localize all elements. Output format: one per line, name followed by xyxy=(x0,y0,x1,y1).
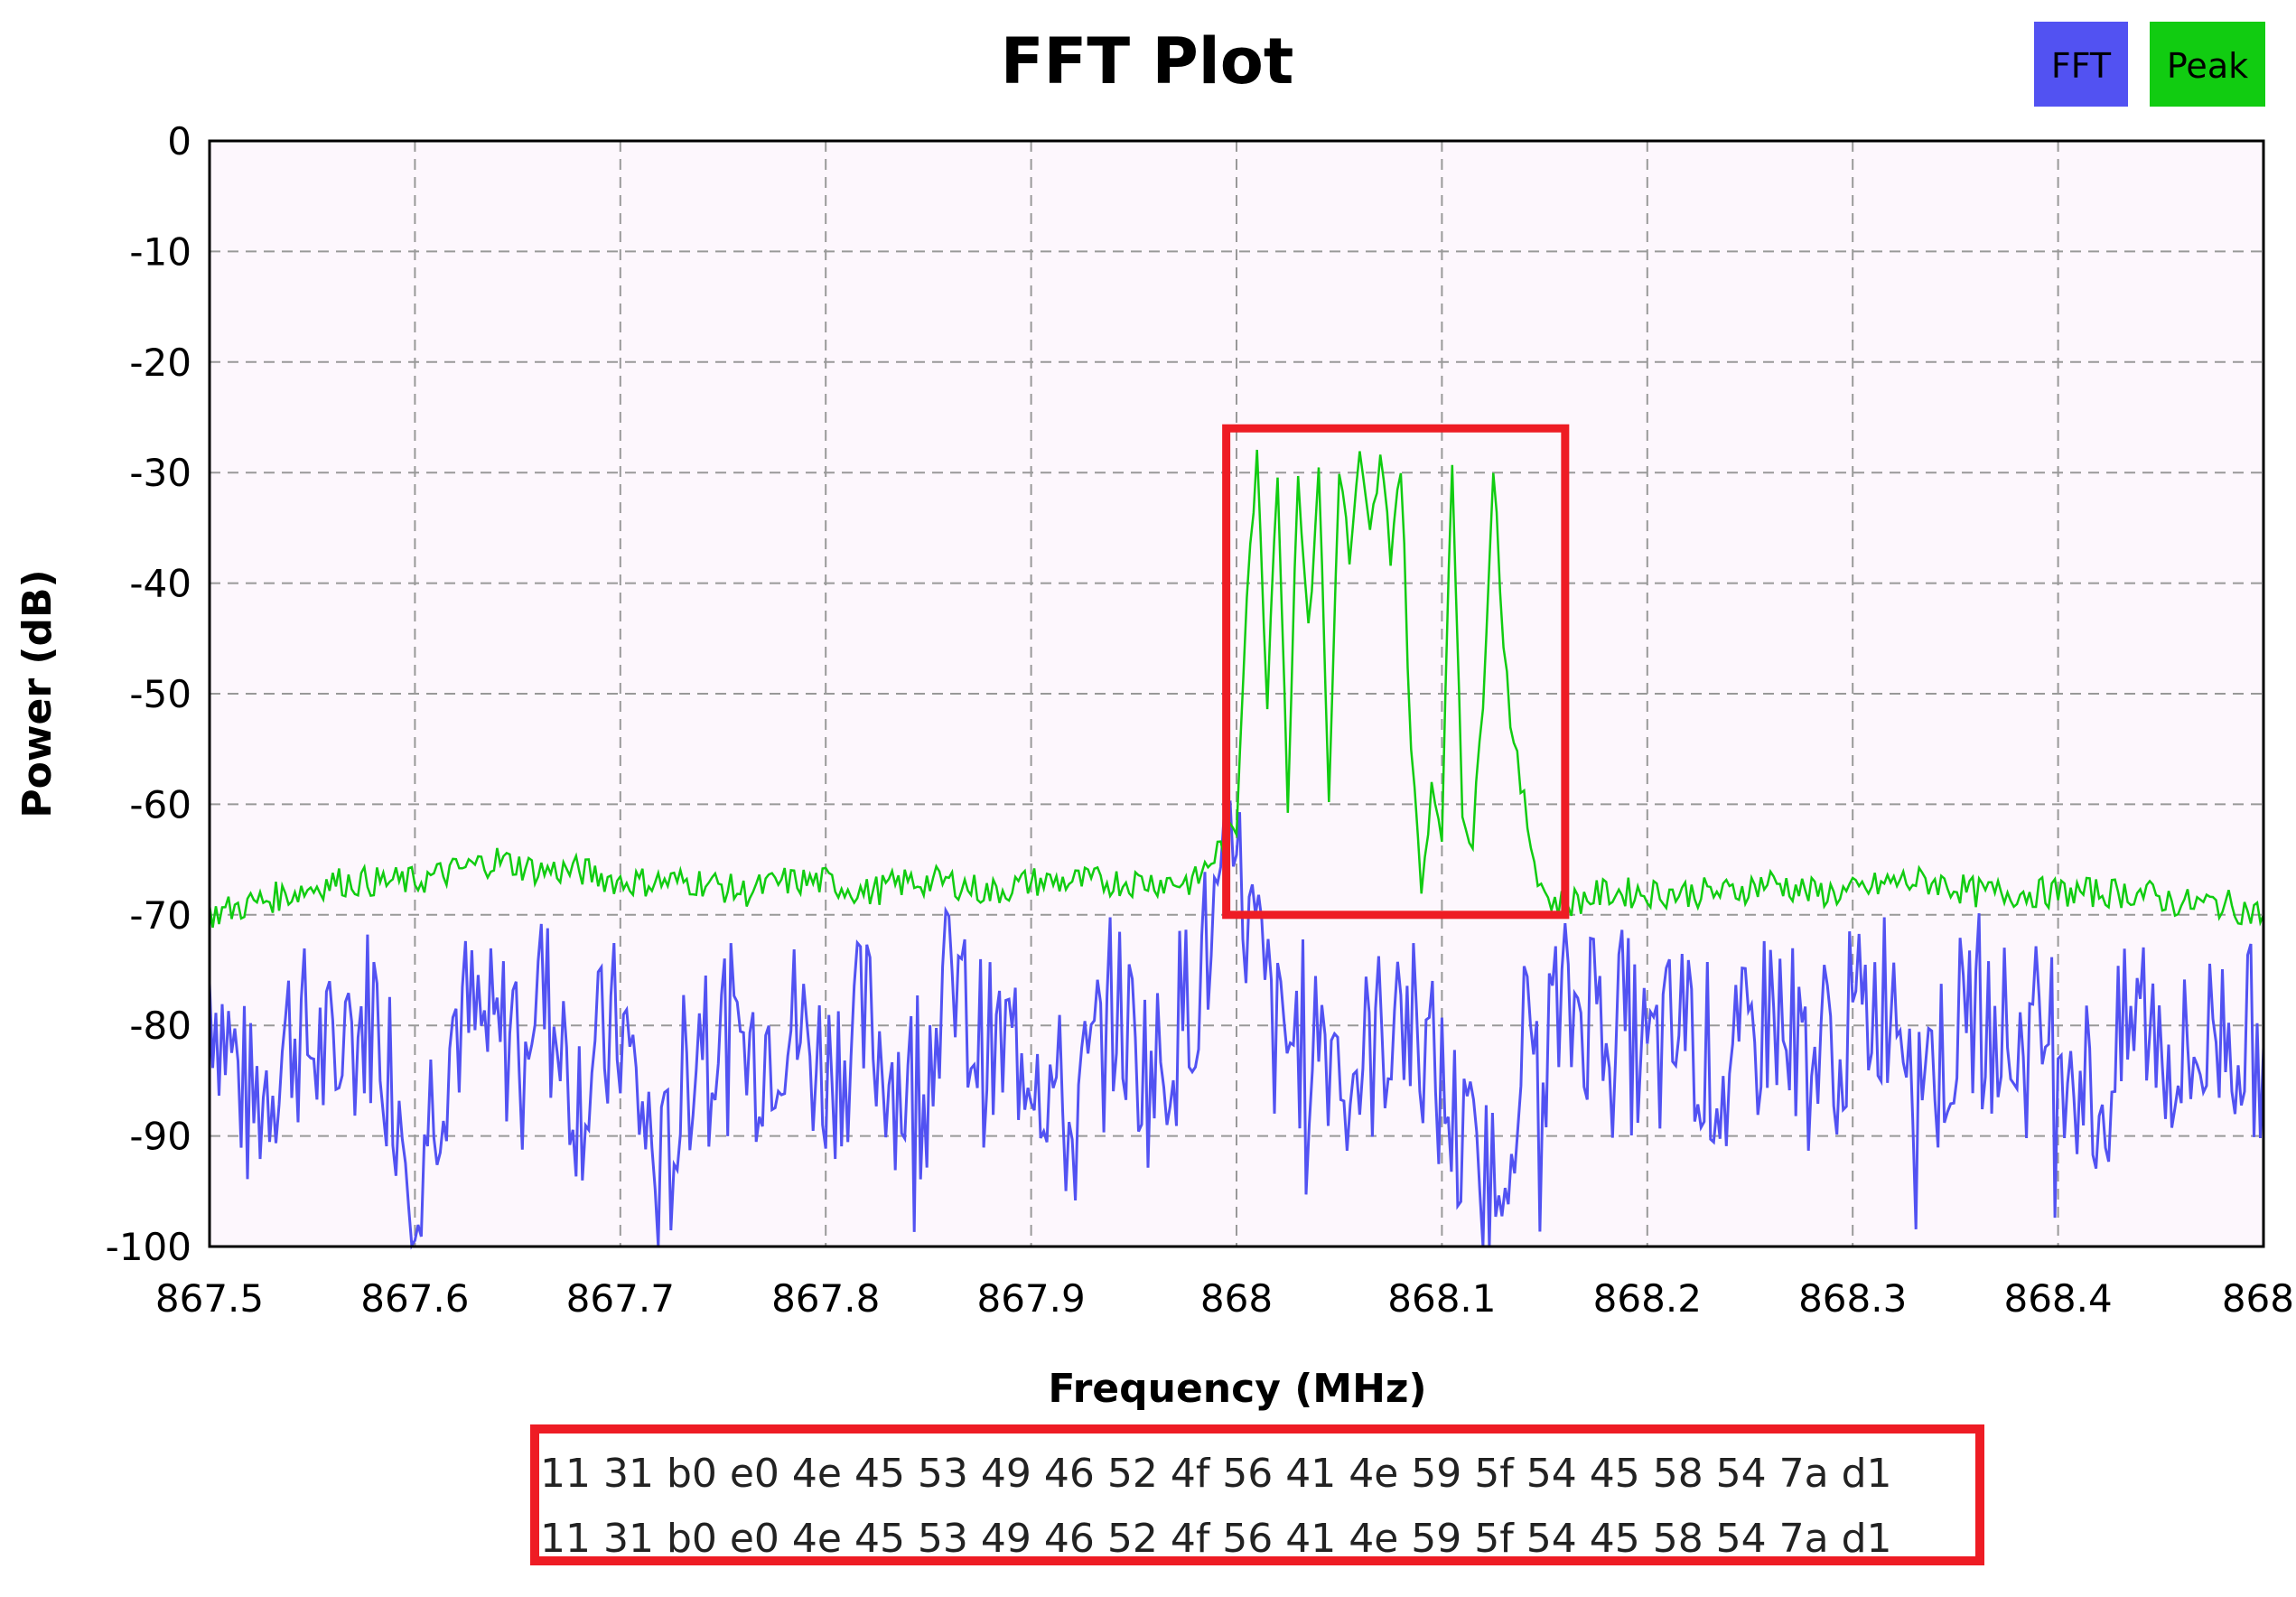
x-tick-label: 868 xyxy=(1200,1276,1273,1321)
x-tick-label: 868.1 xyxy=(1387,1276,1496,1321)
hex-line-2: 11 31 b0 e0 4e 45 53 49 46 52 4f 56 41 4… xyxy=(540,1516,1892,1562)
series-line-fft xyxy=(208,800,2265,1250)
x-tick-label: 867.8 xyxy=(771,1276,880,1321)
y-tick-label: -100 xyxy=(106,1225,191,1269)
y-tick-label: -30 xyxy=(129,451,191,495)
x-axis-label: Frequency (MHz) xyxy=(1048,1366,1426,1412)
legend-swatch-fft xyxy=(2034,22,2128,107)
y-tick-label: -70 xyxy=(129,893,191,938)
x-tick-label: 868.4 xyxy=(2003,1276,2112,1321)
x-tick-label: 867.5 xyxy=(155,1276,264,1321)
highlight-box xyxy=(1222,424,1570,920)
y-axis-label: Power (dB) xyxy=(14,569,61,817)
x-tick-label: 868.3 xyxy=(1798,1276,1907,1321)
y-tick-label: -20 xyxy=(129,341,191,385)
y-tick-label: -90 xyxy=(129,1115,191,1159)
y-tick-label: -10 xyxy=(129,229,191,274)
x-tick-label: 867.9 xyxy=(976,1276,1085,1321)
x-tick-label: 868.2 xyxy=(1593,1276,1702,1321)
y-tick-label: -60 xyxy=(129,782,191,827)
y-tick-labels: 0 -10 -20 -30 -40 -50 -60 -70 -80 -90 -100 xyxy=(106,119,191,1269)
plot-frame xyxy=(208,139,2265,1248)
legend-label-fft: FFT xyxy=(2051,46,2112,86)
chart-title: FFT Plot xyxy=(1001,24,1294,98)
legend-swatch-peak xyxy=(2150,22,2265,107)
hex-decode-box xyxy=(530,1424,1984,1565)
hex-decode-panel: 11 31 b0 e0 4e 45 53 49 46 52 4f 56 41 4… xyxy=(530,1424,1984,1565)
y-tick-label: 0 xyxy=(167,119,191,163)
legend-label-peak: Peak xyxy=(2167,46,2248,86)
grid-lines xyxy=(210,141,2263,1247)
hex-line-1: 11 31 b0 e0 4e 45 53 49 46 52 4f 56 41 4… xyxy=(540,1451,1892,1497)
x-tick-label: 867.6 xyxy=(360,1276,469,1321)
y-tick-label: -80 xyxy=(129,1004,191,1048)
legend: FFT Peak xyxy=(2034,22,2265,107)
x-tick-label: 867.7 xyxy=(566,1276,675,1321)
y-tick-label: -50 xyxy=(129,672,191,716)
y-tick-label: -40 xyxy=(129,562,191,606)
x-tick-labels: 867.5 867.6 867.7 867.8 867.9 868 868.1 868.2 86… xyxy=(155,1276,2294,1321)
x-tick-label: 868 xyxy=(2222,1276,2294,1321)
